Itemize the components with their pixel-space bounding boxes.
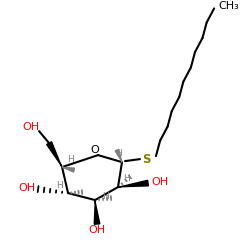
Polygon shape [94,200,100,224]
Text: CH₃: CH₃ [218,2,239,12]
Text: H: H [115,148,121,158]
Text: O: O [91,145,100,155]
Text: H: H [102,192,108,200]
Text: OH: OH [151,177,168,187]
Text: OH: OH [18,183,35,193]
Polygon shape [115,149,122,162]
Text: OH: OH [88,225,106,235]
Text: H: H [124,174,130,182]
Text: OH: OH [22,122,40,132]
Polygon shape [47,142,62,167]
Polygon shape [62,167,74,172]
Text: S: S [142,152,150,166]
Polygon shape [118,180,148,188]
Text: H: H [56,180,62,190]
Text: H: H [67,154,73,164]
